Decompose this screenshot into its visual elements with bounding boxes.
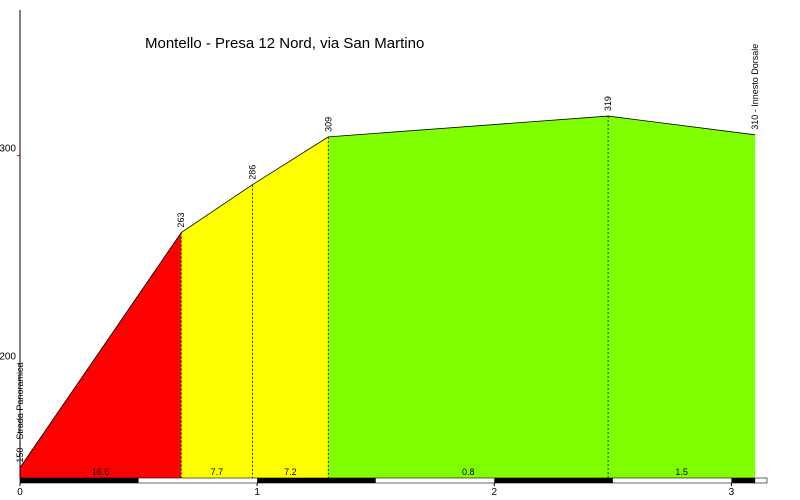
gradient-segment-3 <box>252 136 329 478</box>
x-tick-label-1: 1 <box>254 487 260 498</box>
gradient-label-1: 16.6 <box>92 467 110 477</box>
elevation-label-3: 286 <box>247 165 257 180</box>
elevation-label-2: 263 <box>176 213 186 228</box>
distance-bar-block-2 <box>257 478 376 483</box>
elevation-label-4: 309 <box>323 117 333 132</box>
elevation-label-6: 310 - Innesto Dorsale <box>750 44 760 130</box>
profile-line <box>19 115 756 468</box>
profile-outline <box>19 115 756 468</box>
y-tick-label-300: 300 <box>0 144 16 155</box>
gradient-labels: 16.6 7.7 7.2 0.8 1.5 <box>92 467 688 477</box>
y-tick-label-200: 200 <box>0 352 16 363</box>
gradient-segment-4 <box>328 116 609 478</box>
gradient-label-3: 7.2 <box>284 467 297 477</box>
gradient-segment-2 <box>181 184 253 478</box>
elevation-label-5: 319 <box>603 96 613 111</box>
elevation-labels: 150 - Strada Panoramica 263 286 309 319 310 -… <box>15 44 760 463</box>
distance-bar <box>19 477 768 484</box>
gradient-label-4: 0.8 <box>462 467 475 477</box>
gradient-areas <box>20 116 756 478</box>
segment-dividers <box>180 116 609 478</box>
chart-title: Montello - Presa 12 Nord, via San Martin… <box>145 35 424 52</box>
x-tick-label-3: 3 <box>729 487 735 498</box>
distance-bar-block-3 <box>494 478 613 483</box>
axes <box>19 10 768 484</box>
distance-bar-block-4 <box>731 478 756 483</box>
elevation-label-1: 150 - Strada Panoramica <box>15 363 25 463</box>
x-ticks: 0 1 2 3 <box>17 483 735 498</box>
gradient-segment-5 <box>608 116 756 478</box>
x-tick-label-0: 0 <box>17 487 23 498</box>
y-ticks: 200 300 <box>0 144 20 365</box>
gradient-label-2: 7.7 <box>211 467 224 477</box>
gradient-segment-1 <box>20 232 182 478</box>
distance-bar-block-1 <box>20 478 139 483</box>
gradient-label-5: 1.5 <box>675 467 688 477</box>
x-tick-label-2: 2 <box>492 487 498 498</box>
